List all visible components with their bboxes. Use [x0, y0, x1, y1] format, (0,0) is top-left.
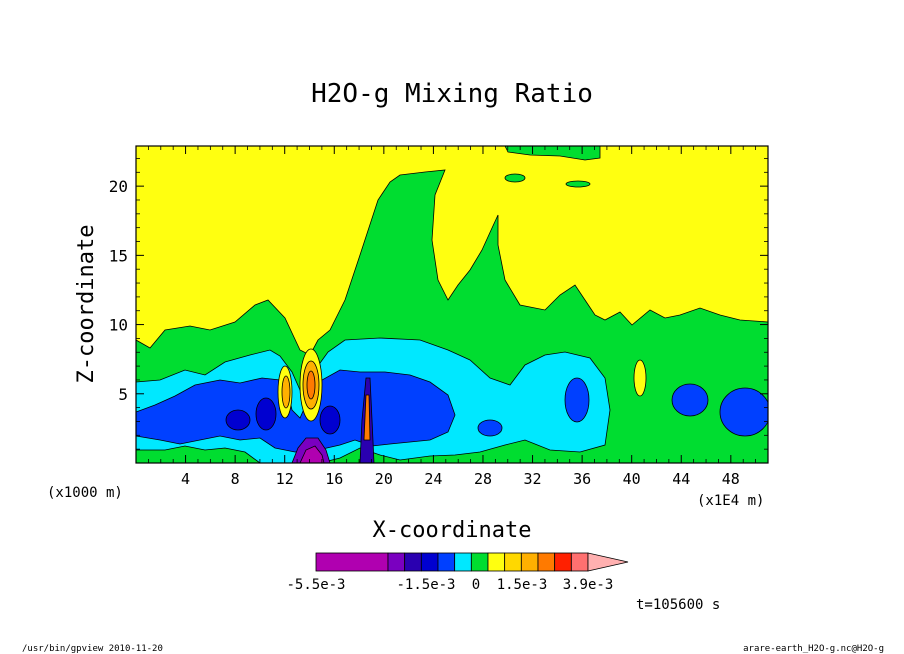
colorbar-swatch — [554, 552, 572, 572]
field-blue-blob3 — [719, 387, 768, 437]
x-tick-label: 4 — [181, 470, 190, 488]
colorbar-label: -1.5e-3 — [396, 577, 455, 593]
field-darkblue3 — [319, 405, 341, 435]
plot-frame — [135, 145, 769, 464]
x-tick-label: 16 — [325, 470, 343, 488]
y-tick-label: 10 — [109, 316, 128, 335]
colorbar-swatch — [315, 552, 389, 572]
plot-field — [136, 146, 768, 463]
x-axis: 4 8 12 16 20 24 28 32 36 40 44 48 — [147, 146, 757, 488]
time-label: t=105600 s — [636, 597, 720, 613]
x-tick-label: 48 — [722, 470, 740, 488]
x-tick-label: 24 — [424, 470, 442, 488]
y-tick-label: 20 — [109, 177, 128, 196]
field-darkblue2 — [225, 409, 251, 431]
colorbar-swatch — [387, 552, 406, 572]
field-blue-blob1 — [564, 377, 590, 423]
field-red-plume2 — [306, 370, 316, 400]
field-magenta — [299, 445, 325, 463]
field-yellow-blob — [633, 359, 647, 397]
x-tick-label: 32 — [524, 470, 542, 488]
y-axis: 5 10 15 20 — [109, 158, 768, 450]
colorbar-swatch — [437, 552, 456, 572]
field-blue-blob4 — [477, 419, 503, 437]
colorbar-swatch — [404, 552, 422, 572]
x-axis-label: X-coordinate — [373, 518, 532, 543]
colorbar-swatch — [570, 552, 589, 572]
footer-left: /usr/bin/gpview 2010-11-20 — [22, 644, 163, 654]
x-tick-label: 44 — [672, 470, 690, 488]
field-green-top — [504, 146, 601, 161]
colorbar — [315, 552, 629, 572]
field-green-blob — [504, 173, 526, 183]
x-tick-label: 12 — [276, 470, 294, 488]
y-tick-label: 15 — [109, 246, 128, 265]
colorbar-label: -5.5e-3 — [286, 577, 345, 593]
footer-right: arare-earth_H2O-g.nc@H2O-g — [743, 644, 884, 654]
field-blue-blob2 — [671, 383, 709, 417]
colorbar-labels: -5.5e-3 -1.5e-3 0 1.5e-3 3.9e-3 — [286, 577, 613, 593]
y-axis-label: Z-coordinate — [74, 225, 99, 384]
x-tick-label: 36 — [573, 470, 591, 488]
colorbar-swatch — [520, 552, 539, 572]
x-tick-label: 20 — [375, 470, 393, 488]
x-tick-label: 28 — [474, 470, 492, 488]
colorbar-label: 3.9e-3 — [563, 577, 614, 593]
x-tick-label: 40 — [623, 470, 641, 488]
colorbar-swatch — [470, 552, 489, 572]
x-unit-left: (x1000 m) — [47, 485, 123, 501]
y-tick-label: 5 — [118, 385, 128, 404]
x-tick-label: 8 — [231, 470, 240, 488]
colorbar-label: 1.5e-3 — [497, 577, 548, 593]
x-unit-right: (x1E4 m) — [697, 493, 764, 509]
field-orange-plume1 — [281, 375, 291, 409]
colorbar-swatch — [487, 552, 506, 572]
field-blue — [136, 369, 456, 453]
colorbar-label: 0 — [472, 577, 480, 593]
colorbar-arrow — [587, 552, 629, 572]
colorbar-swatch — [454, 552, 472, 572]
colorbar-swatch — [504, 552, 522, 572]
colorbar-swatch — [537, 552, 556, 572]
chart-title: H2O-g Mixing Ratio — [311, 79, 593, 109]
colorbar-swatch — [420, 552, 439, 572]
field-brown-streak — [363, 394, 371, 441]
field-green-blob2 — [565, 180, 591, 188]
field-darkblue1 — [255, 397, 277, 431]
